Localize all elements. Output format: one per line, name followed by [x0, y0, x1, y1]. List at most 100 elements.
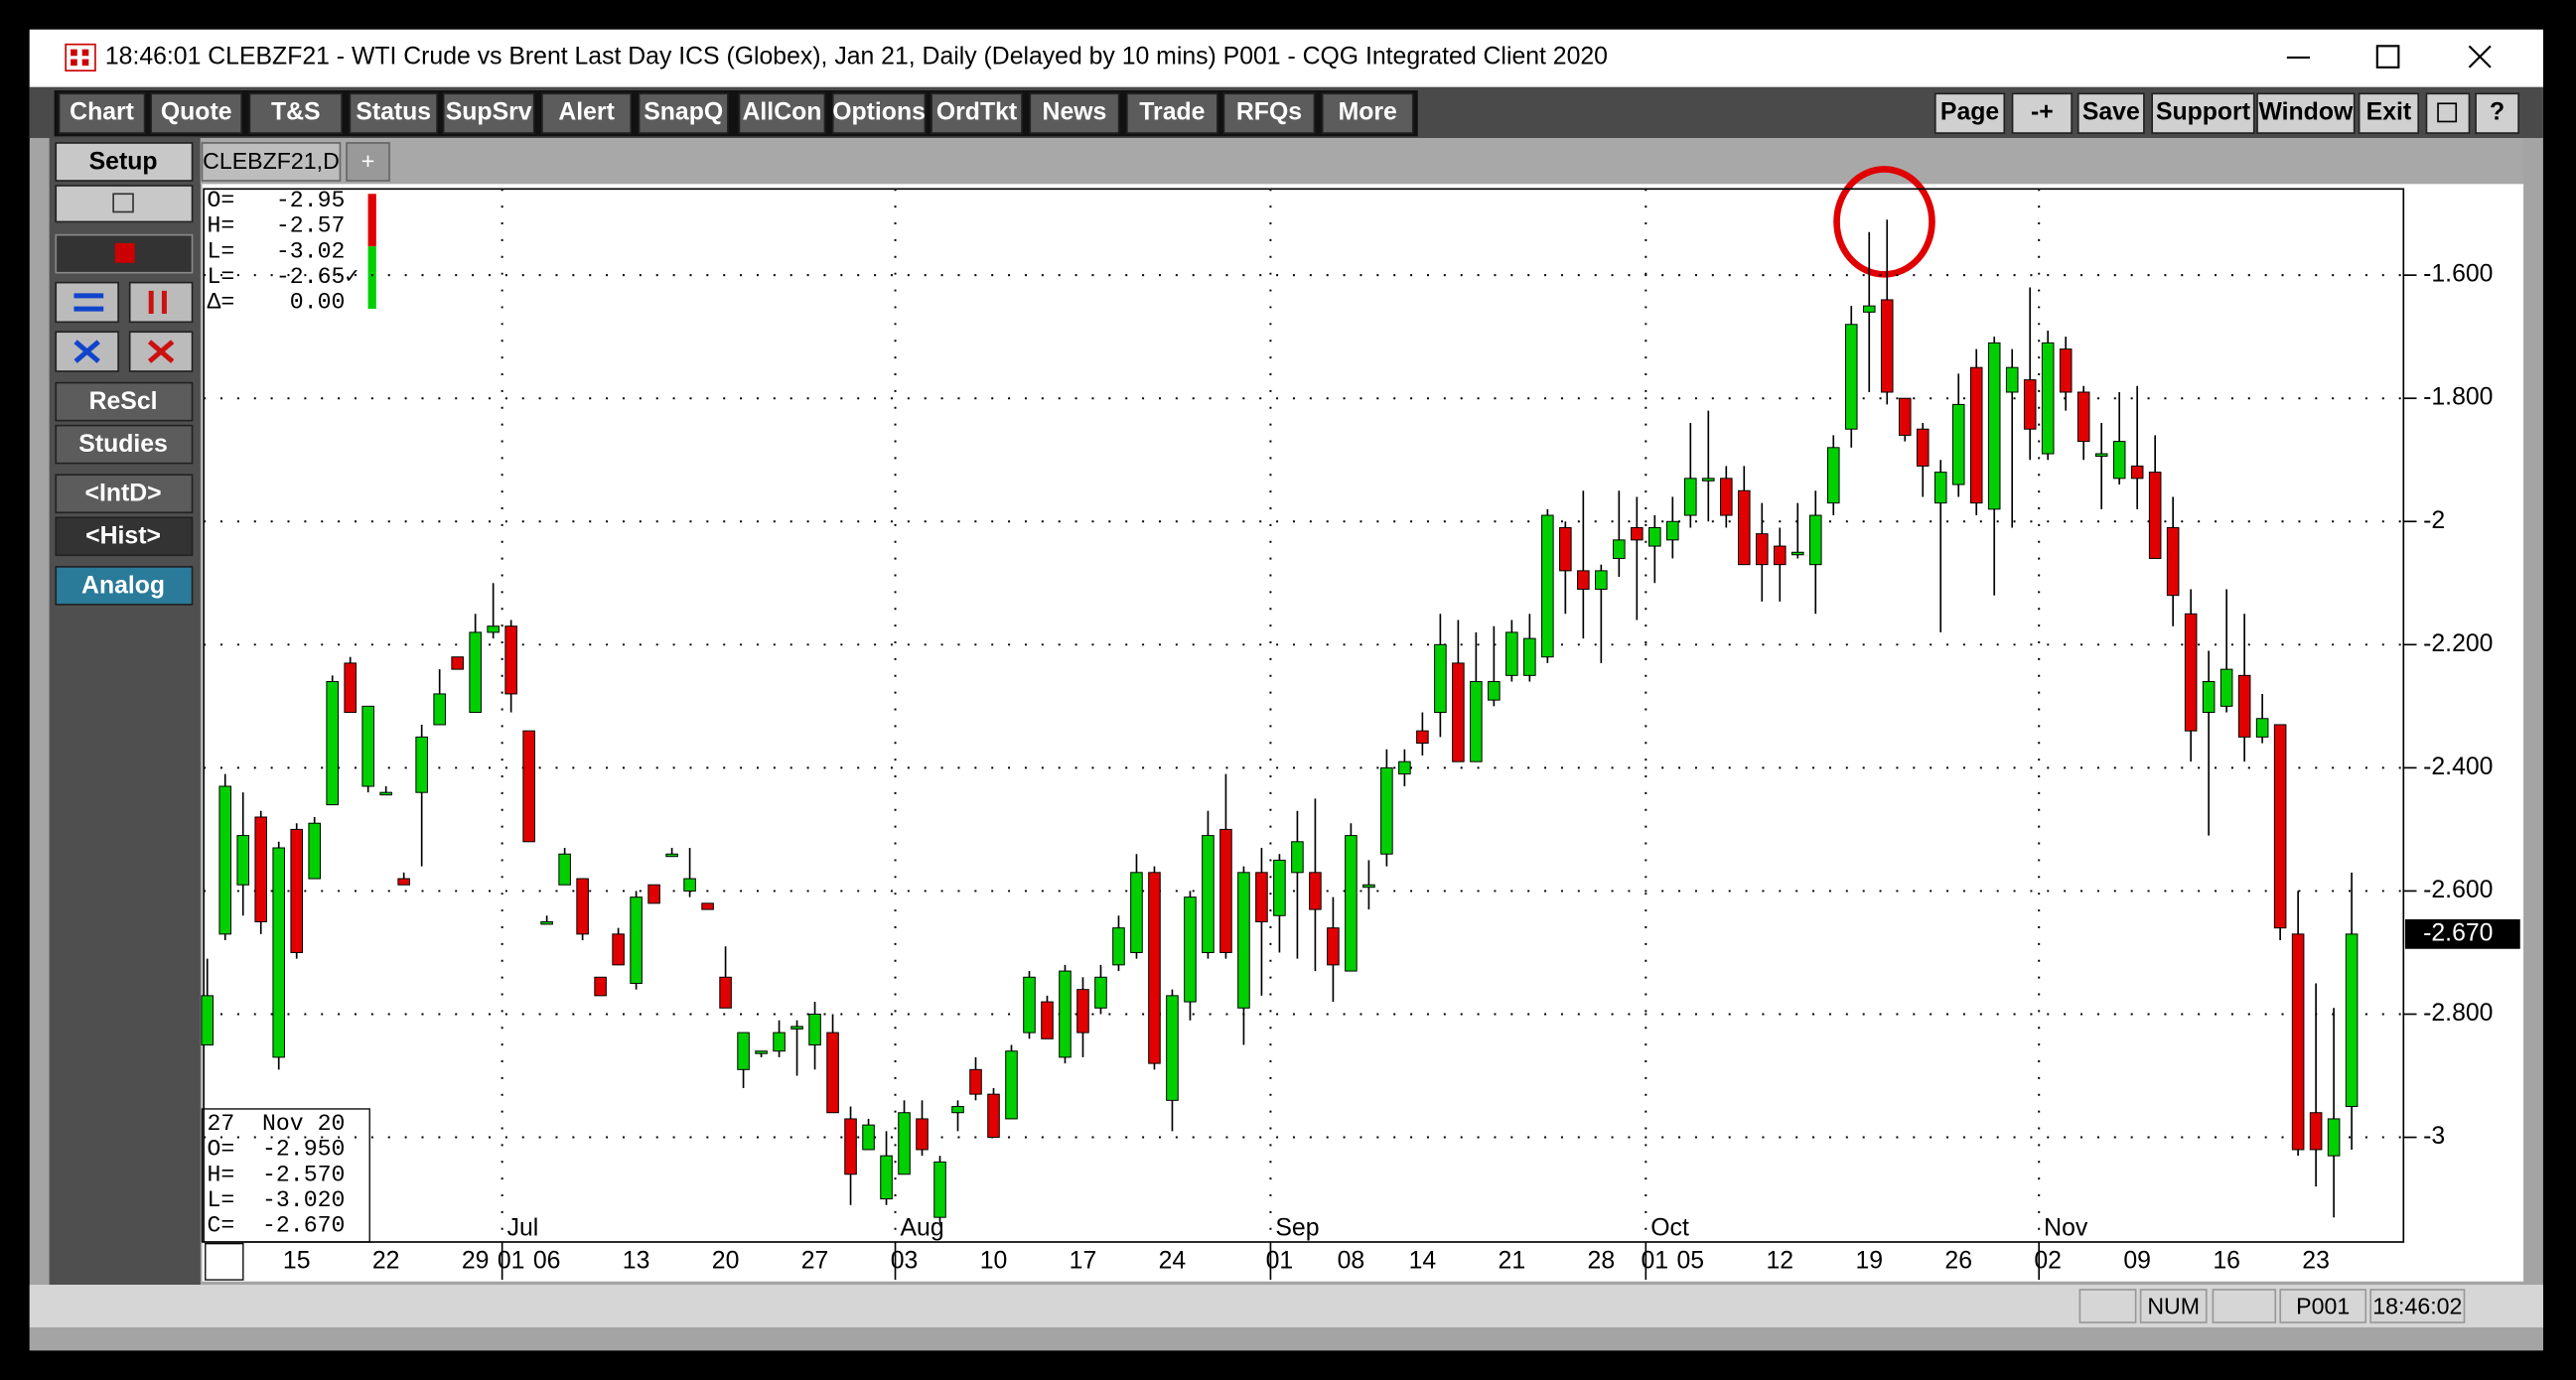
candle-body	[701, 902, 714, 910]
toolbar-button[interactable]	[349, 92, 438, 134]
candle-body	[1005, 1050, 1018, 1120]
candle-body	[1202, 835, 1215, 953]
toolbar-button[interactable]	[442, 92, 535, 134]
status-text: P001	[2296, 1293, 2350, 1318]
toolbar-button-label: Exit	[2366, 99, 2411, 126]
candle-body	[1505, 631, 1518, 676]
candle-body	[1631, 526, 1644, 541]
y-tick-label: -2	[2423, 507, 2445, 534]
x-tick-label: 16	[2213, 1247, 2240, 1274]
side-button[interactable]	[55, 566, 194, 606]
info-bottom-text: 27 Nov 20	[207, 1111, 345, 1137]
x-tick-label: 05	[1677, 1247, 1705, 1274]
y-tick-label: -3	[2423, 1123, 2445, 1150]
toolbar-button[interactable]	[2358, 92, 2420, 134]
highlight-circle	[1833, 166, 1935, 278]
print-button[interactable]	[55, 185, 194, 223]
candle-body	[612, 933, 625, 966]
candle-body	[2041, 342, 2055, 455]
tab[interactable]	[201, 142, 342, 182]
candle-body	[2094, 453, 2108, 458]
y-tick-label: -1.600	[2423, 261, 2493, 288]
toolbar-button[interactable]	[930, 92, 1023, 134]
close-button[interactable]	[2468, 45, 2492, 69]
month-label: Aug	[900, 1214, 943, 1241]
maximize-button[interactable]	[2375, 45, 2400, 69]
toolbar-button[interactable]	[1222, 92, 1316, 134]
toolbar-button-label: Options	[832, 99, 926, 126]
candle-body	[236, 835, 250, 886]
candle-body	[469, 631, 482, 714]
side-button[interactable]	[55, 474, 194, 514]
toolbar-button-label: Status	[356, 99, 431, 126]
toolbar-button[interactable]	[541, 92, 633, 134]
toolbar-button[interactable]	[150, 92, 243, 134]
toolbar-button[interactable]	[738, 92, 826, 134]
toolbar-button[interactable]	[2076, 92, 2145, 134]
candle-body	[1684, 478, 1697, 516]
candle-body	[755, 1050, 768, 1054]
candle-body	[1826, 447, 1840, 504]
icon-button[interactable]	[128, 281, 194, 324]
side-button[interactable]	[55, 381, 194, 422]
toolbar-button[interactable]	[831, 92, 927, 134]
info-top-text: L= -2.65✓	[207, 264, 358, 290]
info-bottom-text: H= -2.570	[207, 1162, 345, 1187]
last-price-box	[2404, 918, 2520, 949]
x-tick-label: 28	[1588, 1247, 1616, 1274]
candle-body	[1219, 828, 1232, 953]
toolbar-button[interactable]	[1933, 92, 2006, 134]
title-bar	[29, 29, 2543, 87]
toolbar-button[interactable]	[1029, 92, 1120, 134]
status-bar	[29, 1285, 2543, 1328]
tab[interactable]	[346, 142, 390, 182]
side-button[interactable]	[55, 424, 194, 465]
candle-body	[594, 976, 607, 997]
candle-body	[1648, 526, 1661, 547]
toolbar-button[interactable]	[2011, 92, 2073, 134]
candle-body	[1666, 520, 1679, 541]
candle-body	[1041, 1001, 1054, 1039]
x-tick-label: 20	[712, 1247, 740, 1274]
toolbar-button[interactable]	[2151, 92, 2255, 134]
x-tick-label: 14	[1409, 1247, 1437, 1274]
candle-body	[326, 681, 339, 806]
side-button-label: Setup	[89, 148, 158, 175]
x-tick-label: 27	[801, 1247, 829, 1274]
candle-body	[1327, 927, 1340, 966]
toolbar-button[interactable]	[638, 92, 729, 134]
info-top-bar	[367, 194, 376, 310]
toolbar-button[interactable]	[1126, 92, 1218, 134]
side-button[interactable]	[55, 516, 194, 557]
candle-body	[272, 847, 286, 1058]
toolbar-button[interactable]	[58, 92, 146, 134]
candle-body	[576, 878, 589, 935]
toolbar-button-label: RFQs	[1236, 99, 1302, 126]
tab-row	[200, 138, 2524, 185]
toolbar-button[interactable]	[2475, 92, 2519, 134]
candle-body	[1987, 342, 2001, 510]
toolbar-button[interactable]	[248, 92, 343, 134]
x-tick-label: 01	[1266, 1247, 1294, 1274]
side-button[interactable]	[55, 142, 194, 182]
toolbar-button[interactable]	[1321, 92, 1414, 134]
window-button[interactable]	[2425, 92, 2471, 134]
candle-body	[1237, 872, 1250, 1009]
info-bottom-box	[201, 1108, 370, 1243]
candle-body	[415, 736, 428, 793]
candle-body	[1112, 927, 1125, 966]
toolbar-button-label: OrdTkt	[936, 99, 1017, 126]
candle-body	[898, 1112, 911, 1175]
month-label: Oct	[1650, 1214, 1689, 1241]
candle-body	[969, 1068, 982, 1095]
candle-body	[1559, 526, 1572, 572]
candle-body	[1790, 551, 1804, 556]
side-panel	[49, 138, 201, 1286]
toolbar-button-label: -+	[2031, 99, 2054, 126]
candle-body	[1416, 730, 1429, 745]
candle-body	[451, 656, 464, 670]
icon-button[interactable]	[55, 281, 119, 324]
toolbar-button[interactable]	[2256, 92, 2356, 134]
candle-body	[987, 1093, 1000, 1139]
candle-body	[2273, 724, 2287, 929]
